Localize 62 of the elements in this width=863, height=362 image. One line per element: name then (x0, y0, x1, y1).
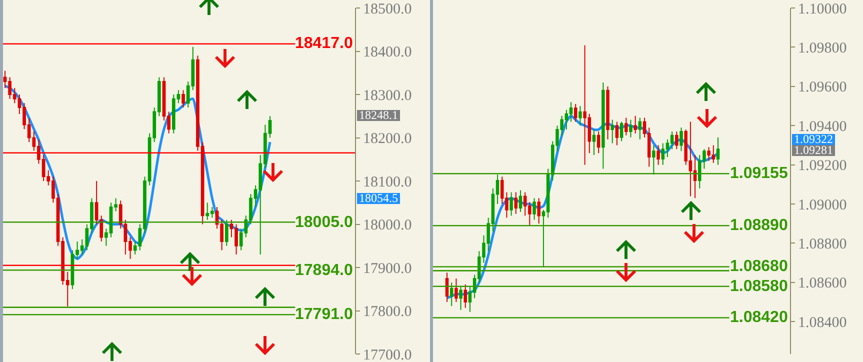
y-tick-label: 17800.0 (363, 304, 412, 320)
y-tick-label: 18200.0 (363, 131, 412, 147)
candlestick (629, 119, 632, 138)
ref-line-label: 1.09155 (730, 165, 788, 182)
candlestick (615, 121, 619, 146)
candlestick (602, 82, 605, 170)
y-tick-label: 1.09200 (798, 158, 847, 174)
candlestick (450, 282, 454, 306)
y-tick-label: 1.10000 (798, 1, 847, 18)
ref-line-label: 1.08890 (730, 217, 788, 234)
ref-line-label: 1.08580 (730, 278, 788, 295)
candlestick (624, 117, 628, 136)
ref-line-label: 18417.0 (295, 35, 353, 52)
y-tick-label: 18300.0 (363, 88, 412, 104)
candlestick (716, 136, 720, 166)
y-tick-label: 18500.0 (363, 1, 412, 18)
candlestick (610, 119, 614, 144)
candlestick (634, 115, 637, 134)
candlestick (537, 198, 540, 224)
candlestick (514, 192, 518, 214)
candlestick (574, 104, 578, 122)
y-tick-label: 17700.0 (363, 347, 412, 362)
candlestick (620, 121, 624, 142)
y-tick-label: 1.08600 (798, 276, 847, 292)
ref-line-label: 1.08680 (730, 258, 788, 275)
ref-line-label: 17894.0 (295, 262, 353, 279)
candlestick (532, 198, 536, 220)
candlestick (464, 284, 467, 308)
text: 18248.1 (357, 108, 400, 122)
candlestick (652, 144, 656, 176)
candlestick (578, 106, 582, 126)
y-tick-label: 1.08400 (798, 314, 847, 331)
ref-line-label: 18005.0 (295, 214, 353, 231)
y-tick-label: 18400.0 (363, 44, 412, 60)
candlestick (510, 192, 513, 216)
text: 1.09281 (792, 143, 835, 157)
candlestick (606, 86, 610, 140)
candlestick (596, 131, 600, 154)
text: 1.09322 (792, 132, 835, 146)
y-tick-label: 1.09400 (798, 118, 847, 135)
y-tick-label: 1.09000 (798, 197, 847, 214)
y-tick-label: 1.09600 (798, 80, 847, 96)
candlestick (661, 142, 665, 166)
candlestick (656, 144, 660, 166)
candlestick (680, 127, 683, 152)
candlestick (592, 129, 596, 156)
text: 18054.5 (357, 191, 400, 205)
y-tick-label: 1.09800 (798, 40, 847, 56)
candlestick (459, 286, 462, 310)
candlestick (454, 278, 458, 303)
y-tick-label: 18000.0 (363, 218, 412, 234)
y-tick-label: 18100.0 (363, 174, 412, 190)
ref-line-label: 1.08420 (730, 309, 788, 326)
y-tick-label: 1.08800 (798, 236, 847, 252)
candlestick (518, 190, 522, 212)
candlestick (445, 272, 449, 303)
y-tick-label: 17900.0 (363, 260, 412, 277)
ref-line-label: 17791.0 (295, 306, 353, 323)
candlestick (182, 90, 185, 108)
candlestick (638, 117, 642, 140)
candlestick (675, 131, 678, 150)
candlestick (224, 219, 228, 246)
